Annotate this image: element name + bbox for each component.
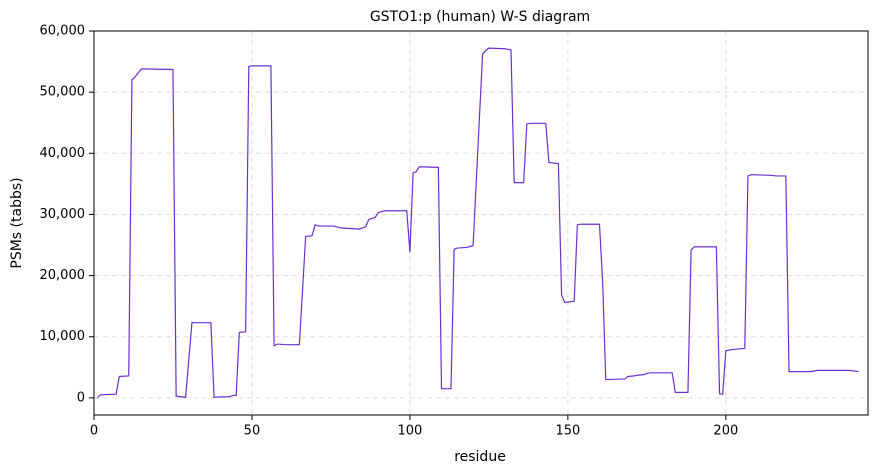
x-tick-label: 150 [555, 424, 580, 439]
y-tick-label: 0 [77, 390, 85, 405]
x-tick-label: 100 [398, 424, 423, 439]
plot-frame [93, 30, 869, 416]
x-tick-label: 200 [713, 424, 738, 439]
chart-title: GSTO1:p (human) W-S diagram [370, 9, 590, 25]
y-tick-label: 60,000 [40, 24, 86, 39]
x-tick-label: 0 [90, 424, 98, 439]
x-axis-label: residue [454, 449, 506, 465]
y-tick-label: 20,000 [40, 268, 86, 283]
y-tick-label: 30,000 [40, 207, 86, 222]
data-line [96, 47, 859, 399]
y-tick-label: 40,000 [40, 146, 86, 161]
y-axis-label: PSMs (tabbs) [9, 177, 25, 268]
x-tick-label: 50 [244, 424, 261, 439]
y-tick-label: 50,000 [40, 85, 86, 100]
y-tick-label: 10,000 [40, 329, 86, 344]
